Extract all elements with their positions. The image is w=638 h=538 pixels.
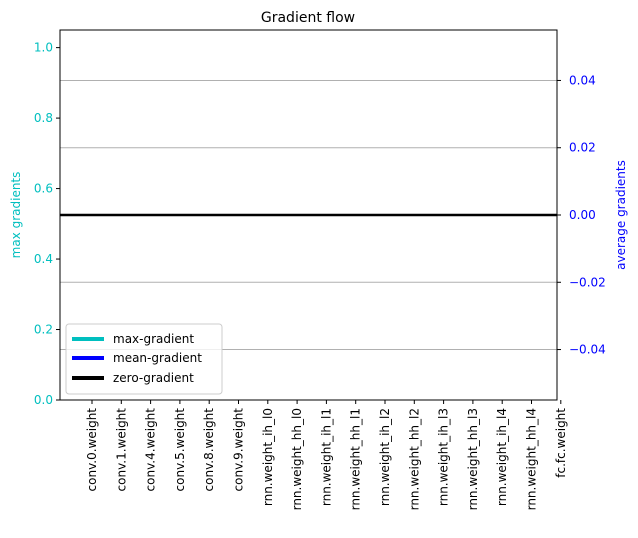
x-tick-label: rnn.weight_ih_l1: [319, 408, 333, 506]
right-axis-label: average gradients: [614, 160, 628, 270]
left-axis-label: max gradients: [9, 172, 23, 259]
left-tick-label: 0.0: [34, 393, 53, 407]
chart-title: Gradient flow: [261, 10, 355, 26]
left-tick-label: 0.4: [34, 252, 53, 266]
x-tick-label: rnn.weight_ih_l0: [261, 408, 275, 506]
left-y-axis: 0.0 0.2 0.4 0.6 0.8 1.0: [34, 41, 60, 407]
x-tick-label: conv.1.weight: [114, 408, 128, 492]
right-y-axis: −0.04 −0.02 0.00 0.02 0.04: [557, 73, 606, 357]
x-axis: conv.0.weight conv.1.weight conv.4.weight c…: [85, 400, 568, 510]
x-tick-label: conv.8.weight: [202, 408, 216, 492]
x-tick-label: conv.4.weight: [144, 408, 158, 492]
legend: max-gradient mean-gradient zero-gradient: [65, 323, 223, 395]
x-tick-label: conv.9.weight: [232, 408, 246, 492]
right-tick-label: 0.02: [569, 141, 596, 155]
x-tick-label: rnn.weight_hh_l1: [349, 408, 363, 510]
left-tick-label: 0.8: [34, 111, 53, 125]
x-tick-label: rnn.weight_ih_l4: [495, 408, 509, 506]
x-tick-label: conv.0.weight: [85, 408, 99, 492]
right-tick-label: −0.02: [569, 275, 606, 289]
legend-box: [65, 323, 223, 395]
x-tick-label: fc.fc.weight: [554, 408, 568, 478]
x-tick-label: rnn.weight_hh_l4: [525, 408, 539, 510]
x-tick-label: rnn.weight_hh_l2: [407, 408, 421, 510]
legend-zero-gradient-label: zero-gradient: [113, 371, 194, 385]
right-tick-label: −0.04: [569, 343, 606, 357]
x-tick-label: rnn.weight_hh_l3: [466, 408, 480, 510]
left-tick-label: 0.2: [34, 323, 53, 337]
left-tick-label: 1.0: [34, 41, 53, 55]
x-tick-label: rnn.weight_ih_l2: [378, 408, 392, 506]
legend-max-gradient-label: max-gradient: [113, 332, 194, 346]
right-tick-label: 0.00: [569, 208, 596, 222]
x-tick-label: rnn.weight_hh_l0: [290, 408, 304, 510]
left-tick-label: 0.6: [34, 182, 53, 196]
x-tick-label: rnn.weight_ih_l3: [437, 408, 451, 506]
legend-mean-gradient-label: mean-gradient: [113, 351, 202, 365]
right-tick-label: 0.04: [569, 73, 596, 87]
x-tick-label: conv.5.weight: [173, 408, 187, 492]
